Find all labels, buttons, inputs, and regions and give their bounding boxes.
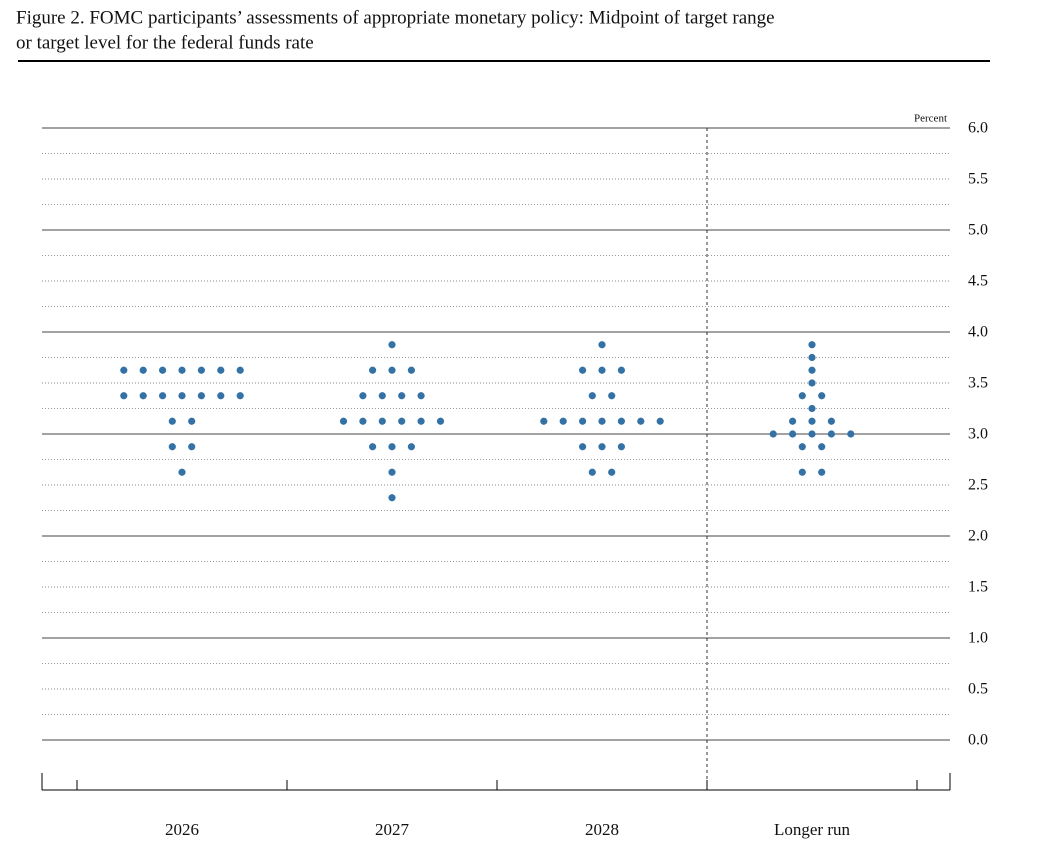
dot [168,417,176,425]
dot [789,430,797,438]
dot [178,392,186,400]
dot [407,443,415,451]
dot [236,366,244,374]
dot [579,417,587,425]
dot [818,468,826,476]
dot [808,366,816,374]
x-tick-label: 2027 [375,820,410,839]
dot [598,366,606,374]
dot [388,443,396,451]
dot [139,366,147,374]
dot [388,494,396,502]
dot [540,417,548,425]
dot [608,468,616,476]
dot [407,366,415,374]
dot [217,366,225,374]
dot [398,417,406,425]
dot [808,417,816,425]
dot [197,366,205,374]
dot [808,353,816,362]
y-tick-label: 2.5 [968,477,988,494]
y-tick-label: 0.5 [968,681,988,698]
dot [617,366,626,374]
dot [827,417,836,425]
dot [197,392,205,400]
dot [398,392,406,400]
y-tick-label: 0.0 [968,732,988,749]
dot [808,430,816,438]
dot [579,366,587,374]
dot [188,443,196,451]
dot [827,430,836,438]
dot [598,417,606,425]
dot [388,341,396,349]
dot [378,392,386,400]
dot [217,392,225,400]
dot [388,468,396,476]
dot [369,443,377,451]
dot [608,392,616,400]
dot [159,392,167,400]
dot [359,417,367,425]
dot [339,417,348,425]
dot [588,468,596,476]
x-tick-label: 2026 [165,820,199,839]
dot [798,468,806,476]
dot [847,430,855,438]
dot [579,443,587,451]
y-tick-label: 3.5 [968,375,988,392]
dot [236,392,244,400]
dot [617,443,626,451]
dot [378,417,386,425]
dot [159,366,167,374]
dot [808,341,816,349]
dot [769,430,777,438]
y-tick-label: 3.0 [968,426,988,443]
y-tick-label: 1.5 [968,579,988,596]
dot [559,417,567,425]
y-tick-label: 4.0 [968,324,988,341]
x-tick-label: 2028 [585,820,619,839]
dot [120,392,128,400]
dot [598,341,606,349]
y-tick-label: 4.5 [968,273,988,290]
dot [808,404,816,413]
dot [417,392,425,400]
dot [617,417,626,425]
dot [598,443,606,451]
y-tick-label: 1.0 [968,630,988,647]
dot [120,366,128,374]
y-tick-label: 6.0 [968,120,988,137]
dot [436,417,445,425]
chart-title: or target level for the federal funds ra… [16,32,314,53]
dot [369,366,377,374]
dot [656,417,664,425]
dot [188,417,196,425]
dot [808,379,816,387]
dot [798,392,806,400]
dot [789,417,797,425]
y-tick-label: 5.0 [968,222,988,239]
dot [417,417,425,425]
y-tick-label: 5.5 [968,171,988,188]
dot [818,443,826,451]
dot [637,417,645,425]
dot [178,468,186,476]
y-tick-label: 2.0 [968,528,988,545]
dot [588,392,596,400]
dot [168,443,176,451]
dot [359,392,367,400]
dot [388,366,396,374]
y-axis-label: Percent [914,113,947,125]
x-tick-label: Longer run [774,820,851,839]
dot [818,392,826,400]
dot [139,392,147,400]
dot [798,443,806,451]
dot [178,366,186,374]
chart-title: Figure 2. FOMC participants’ assessments… [16,7,775,28]
